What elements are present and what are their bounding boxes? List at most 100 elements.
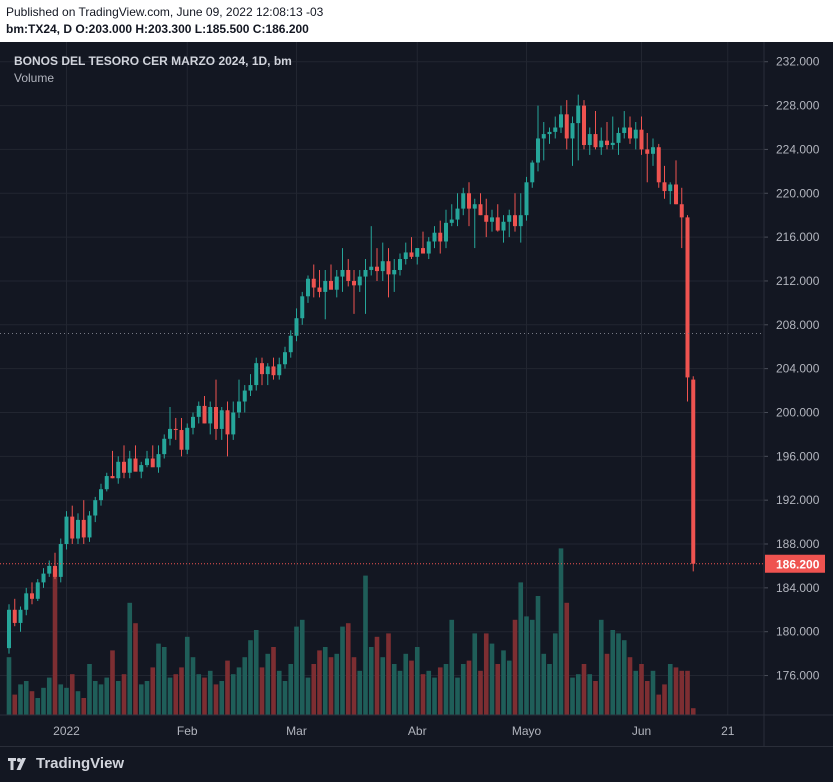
candle-body (495, 217, 500, 231)
candle-body (294, 318, 299, 336)
chart-frame[interactable]: 186.200 176.000 180.000 184.000 188.000 192.… (0, 42, 833, 746)
candle-body (455, 208, 460, 220)
volume-bars (6, 548, 696, 715)
volume-bar (115, 681, 121, 715)
candle-body (507, 215, 512, 222)
candle-body (438, 232, 443, 242)
y-tick-label: 184.000 (776, 581, 820, 595)
candle-body (518, 215, 523, 227)
candle-body (283, 352, 287, 365)
candle-body (363, 269, 368, 277)
candle-body (444, 222, 448, 242)
candle-body (593, 134, 598, 148)
volume-bar (409, 660, 414, 715)
volume-bar (489, 643, 495, 715)
volume-bar (650, 670, 656, 715)
volume-bar (570, 677, 575, 715)
volume-bar (311, 664, 317, 715)
candle-body (467, 193, 471, 209)
volume-bar (524, 616, 529, 715)
volume-bar (271, 647, 276, 715)
volume-bar (386, 633, 391, 715)
candle-body (386, 261, 391, 275)
volume-bar (621, 640, 627, 715)
candle-body (449, 219, 454, 223)
candle-body (323, 280, 328, 292)
candle-body (208, 406, 213, 424)
volume-bar (564, 602, 570, 715)
candle-body (311, 278, 316, 288)
volume-bar (276, 670, 282, 715)
volume-bar (248, 640, 253, 715)
volume-bar (161, 647, 167, 715)
y-tick-label: 196.000 (776, 449, 820, 463)
y-tick-label: 204.000 (776, 362, 820, 376)
volume-bar (610, 630, 616, 715)
candle-body (559, 114, 563, 128)
y-tick-label: 176.000 (776, 669, 820, 683)
y-tick-label: 220.000 (776, 186, 820, 200)
volume-bar (552, 633, 558, 715)
volume-bar (483, 633, 489, 715)
volume-bar (202, 677, 207, 715)
candle-body (168, 428, 172, 439)
candle-body (415, 248, 420, 257)
candle-body (398, 259, 402, 270)
volume-bar (414, 647, 420, 715)
volume-bar (374, 636, 380, 715)
volume-bar (529, 619, 535, 715)
volume-bar (340, 626, 345, 715)
volume-bar (380, 657, 386, 715)
candle-body (81, 519, 86, 538)
volume-bar (52, 568, 58, 715)
ohlc-readout: bm:TX24, D O:203.000 H:203.300 L:185.500… (6, 22, 309, 36)
volume-bar (144, 681, 150, 715)
volume-bar (616, 633, 621, 715)
volume-bar (541, 653, 547, 715)
volume-bar (690, 708, 696, 715)
price-chart[interactable]: 186.200 176.000 180.000 184.000 188.000 192.… (0, 42, 833, 746)
volume-bar (219, 681, 225, 715)
volume-bar (230, 674, 236, 715)
volume-bar (282, 681, 288, 715)
volume-bar (512, 619, 518, 715)
volume-bar (98, 684, 104, 715)
volume-bar (679, 670, 685, 715)
volume-bar (23, 681, 29, 715)
volume-bar (104, 677, 110, 715)
published-info: Published on TradingView.com, June 09, 2… (6, 5, 324, 19)
volume-bar (288, 664, 294, 715)
candle-body (277, 364, 282, 376)
tradingview-brand[interactable]: TradingView (8, 755, 124, 772)
candle-body (219, 410, 224, 429)
candle-body (530, 162, 535, 183)
volume-bar (207, 670, 213, 715)
volume-bar (443, 664, 449, 715)
volume-bar (604, 653, 610, 715)
volume-bar (196, 674, 202, 715)
volume-bar (449, 619, 455, 715)
x-tick-label: Abr (408, 724, 427, 738)
volume-bar (110, 650, 115, 715)
candle-body (564, 114, 569, 139)
x-tick-label: 2022 (53, 724, 80, 738)
footer-bar: TradingView (0, 746, 833, 782)
candle-body (179, 430, 184, 450)
volume-bar (225, 660, 230, 715)
candle-body (30, 593, 34, 599)
volume-bar (150, 667, 156, 715)
candle-body (306, 278, 310, 297)
candle-body (679, 204, 684, 218)
candle-body (340, 269, 345, 277)
candle-body (375, 266, 379, 272)
volume-bar (156, 643, 161, 715)
volume-bar (495, 664, 501, 715)
volume-bar (535, 596, 541, 715)
volume-bar (259, 667, 265, 715)
candle-body (610, 142, 615, 146)
volume-bar (328, 657, 334, 715)
volume-bar (69, 674, 75, 715)
x-tick-label: Jun (632, 724, 651, 738)
candle-body (633, 129, 638, 139)
last-price-badge (765, 554, 825, 573)
